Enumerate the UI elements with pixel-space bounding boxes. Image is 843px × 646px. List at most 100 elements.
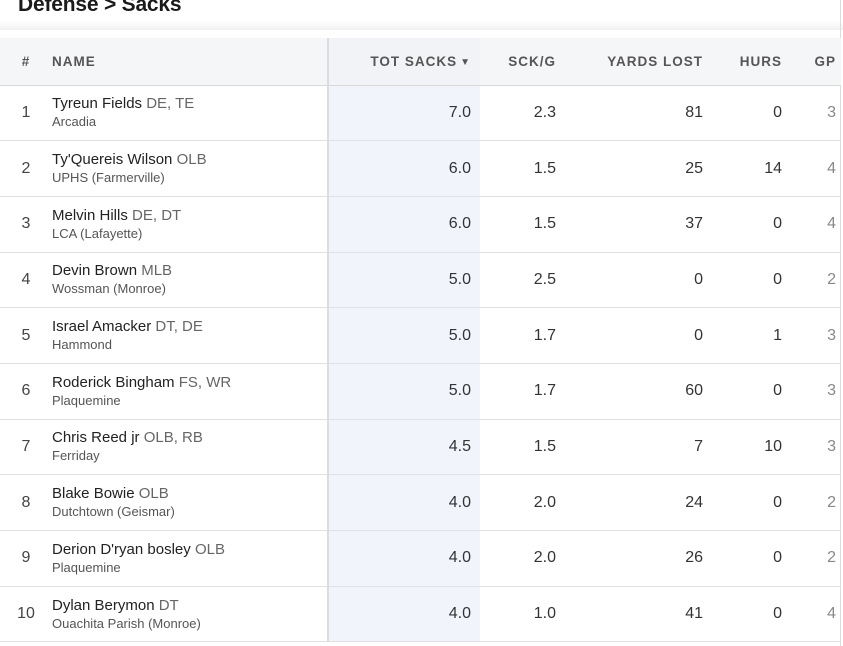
yards-lost-cell: 60 (685, 382, 703, 400)
player-school-link[interactable]: Hammond (52, 337, 112, 353)
yards-lost-cell: 0 (694, 326, 703, 344)
divider (840, 0, 841, 646)
hurs-cell: 0 (773, 270, 782, 288)
player-school-link[interactable]: Arcadia (52, 114, 97, 130)
sck-g-cell: 1.0 (533, 605, 556, 623)
player-position: OLB, RB (143, 429, 203, 447)
player-school-link[interactable]: Plaquemine (52, 559, 121, 575)
player-school-link[interactable]: LCA (Lafayette) (52, 225, 143, 241)
tot-sacks-cell: 5.0 (328, 252, 480, 308)
hurs-cell: 0 (773, 549, 782, 567)
player-name-link[interactable]: Blake Bowie (52, 485, 135, 503)
tot-sacks-cell: 4.0 (328, 474, 480, 531)
gp-cell: 2 (827, 270, 836, 288)
column-header-tot-sacks-label: TOT SACKS (370, 53, 458, 69)
rank-cell: 9 (21, 549, 31, 567)
tot-sacks-cell: 5.0 (328, 307, 480, 364)
player-school-link[interactable]: Wossman (Monroe) (52, 281, 166, 297)
player-cell: Ty'Quereis Wilson OLB UPHS (Farmerville) (52, 140, 329, 197)
yards-lost-cell: 24 (685, 493, 703, 511)
player-position: FS, WR (178, 373, 232, 391)
player-name-link[interactable]: Devin Brown (52, 262, 138, 280)
column-header-sck-g[interactable]: SCK/G (480, 38, 556, 86)
player-name-link[interactable]: Tyreun Fields (52, 95, 143, 113)
player-name-link[interactable]: Melvin Hills (52, 206, 128, 224)
rank-cell: 5 (21, 326, 31, 344)
column-header-name[interactable]: NAME (52, 38, 329, 86)
player-cell: Roderick Bingham FS, WR Plaquemine (52, 363, 329, 420)
player-name-link[interactable]: Israel Amacker (52, 318, 152, 336)
player-cell: Melvin Hills DE, DT LCA (Lafayette) (52, 196, 329, 253)
player-name-link[interactable]: Derion D'ryan bosley (52, 540, 191, 558)
player-name-link[interactable]: Chris Reed jr (52, 429, 140, 447)
player-school-link[interactable]: Ouachita Parish (Monroe) (52, 615, 201, 631)
yards-lost-cell: 25 (685, 159, 703, 177)
sck-g-cell: 2.0 (533, 493, 556, 511)
column-header-rank[interactable]: # (0, 38, 52, 86)
sck-g-cell: 1.5 (533, 159, 556, 177)
column-header-hurs[interactable]: HURS (703, 38, 782, 86)
column-header-yards-lost[interactable]: YARDS LOST (556, 38, 703, 86)
player-position: DE, DT (132, 206, 182, 224)
player-position: OLB (194, 540, 225, 558)
yards-lost-cell: 41 (685, 605, 703, 623)
gp-cell: 3 (827, 103, 836, 121)
player-cell: Tyreun Fields DE, TE Arcadia (52, 85, 329, 141)
gp-cell: 3 (827, 437, 836, 455)
gp-cell: 4 (827, 605, 836, 623)
table-row: 3 Melvin Hills DE, DT LCA (Lafayette) 6.0 1.… (0, 196, 841, 253)
tot-sacks-cell: 6.0 (328, 140, 480, 197)
player-position: MLB (141, 262, 173, 280)
sck-g-cell: 2.5 (533, 270, 556, 288)
player-name-link[interactable]: Dylan Berymon (52, 596, 155, 614)
page-title: Defense > Sacks (18, 0, 182, 16)
rank-cell: 6 (21, 382, 31, 400)
player-position: DT, DE (155, 318, 203, 336)
hurs-cell: 0 (773, 493, 782, 511)
rank-cell: 4 (21, 270, 31, 288)
sck-g-cell: 1.7 (533, 326, 556, 344)
player-school-link[interactable]: Ferriday (52, 448, 100, 464)
table-row: 4 Devin Brown MLB Wossman (Monroe) 5.0 2.5 0 0… (0, 252, 841, 308)
tot-sacks-cell: 7.0 (328, 85, 480, 141)
hurs-cell: 0 (773, 215, 782, 233)
table-row: 8 Blake Bowie OLB Dutchtown (Geismar) 4.0 2.… (0, 474, 841, 531)
player-name-link[interactable]: Ty'Quereis Wilson (52, 151, 173, 169)
header-bar (0, 0, 843, 30)
gp-cell: 4 (827, 159, 836, 177)
table-row: 2 Ty'Quereis Wilson OLB UPHS (Farmerville)… (0, 140, 841, 197)
player-school-link[interactable]: Dutchtown (Geismar) (52, 504, 175, 520)
hurs-cell: 0 (773, 605, 782, 623)
player-cell: Dylan Berymon DT Ouachita Parish (Monroe) (52, 586, 329, 642)
player-school-link[interactable]: UPHS (Farmerville) (52, 170, 165, 186)
gp-cell: 2 (827, 549, 836, 567)
table-row: 7 Chris Reed jr OLB, RB Ferriday 4.5 1.5 7 10 3 (0, 419, 841, 475)
rank-cell: 10 (17, 605, 35, 623)
hurs-cell: 0 (773, 103, 782, 121)
hurs-cell: 0 (773, 382, 782, 400)
table-row: 9 Derion D'ryan bosley OLB Plaquemine 4.0 2.… (0, 530, 841, 587)
hurs-cell: 10 (764, 437, 782, 455)
tot-sacks-cell: 4.0 (328, 586, 480, 642)
rank-cell: 2 (21, 159, 31, 177)
yards-lost-cell: 26 (685, 549, 703, 567)
player-cell: Blake Bowie OLB Dutchtown (Geismar) (52, 474, 329, 531)
yards-lost-cell: 37 (685, 215, 703, 233)
table-row: 5 Israel Amacker DT, DE Hammond 5.0 1.7 0 1 3 (0, 307, 841, 364)
column-header-gp[interactable]: GP (782, 38, 841, 86)
player-cell: Israel Amacker DT, DE Hammond (52, 307, 329, 364)
player-name-link[interactable]: Roderick Bingham (52, 373, 175, 391)
table-body: 1 Tyreun Fields DE, TE Arcadia 7.0 2.3 81 0 3 2 T… (0, 85, 841, 642)
player-position: DT (158, 596, 179, 614)
sck-g-cell: 1.5 (533, 437, 556, 455)
column-header-tot-sacks[interactable]: TOT SACKS ▼ (328, 38, 480, 86)
player-school-link[interactable]: Plaquemine (52, 392, 121, 408)
table-header-row: # NAME TOT SACKS ▼ SCK/G YARDS LOST HURS … (0, 38, 841, 86)
table-row: 10 Dylan Berymon DT Ouachita Parish (Monro… (0, 586, 841, 642)
yards-lost-cell: 0 (694, 270, 703, 288)
gp-cell: 4 (827, 215, 836, 233)
gp-cell: 3 (827, 326, 836, 344)
sck-g-cell: 1.7 (533, 382, 556, 400)
hurs-cell: 1 (773, 326, 782, 344)
player-position: OLB (138, 485, 169, 503)
